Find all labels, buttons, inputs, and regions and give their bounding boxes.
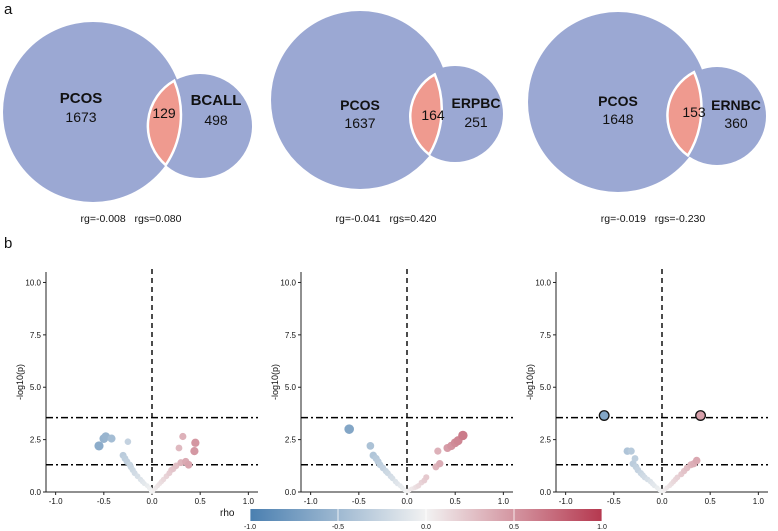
venn-2-set-b-count: 251 [464,114,488,130]
venn-2-set-a-name: PCOS [340,97,380,113]
y-tick-label: 2.5 [540,436,552,445]
venn-2-pcos-circle [271,11,449,189]
panel-b-label: b [4,235,12,252]
x-tick-label: -1.0 [559,497,573,506]
colorbar: rho -1.0 -0.5 0.0 0.5 1.0 [220,508,607,531]
venn-2: PCOS 1637 164 ERPBC 251 rg=-0.041 rgs=0.… [271,11,503,225]
venn-2-overlap [408,72,443,157]
venn-2-set-a-count: 1637 [344,115,375,131]
highlight-point [695,410,706,421]
highlight-point [598,410,610,421]
scatter-point [124,438,132,445]
scatter-point [366,442,375,450]
y-axis-label: -log10(p) [15,364,25,400]
y-tick-label: 5.0 [285,383,297,392]
venn-1-caption: rg=-0.008 rgs=0.080 [81,213,182,225]
venn-1-overlap [146,78,183,167]
venn-1-set-a-count: 1673 [65,109,96,125]
x-tick-label: 0.0 [146,497,158,506]
venn-3-set-a-count: 1648 [602,111,633,127]
venn-3-caption: rg=-0.019 rgs=-0.230 [601,213,706,225]
venn-3-set-b-count: 360 [724,115,748,131]
colorbar-label: rho [220,508,235,519]
x-tick-label: -0.5 [97,497,111,506]
venn-2-set-b-name: ERPBC [451,95,500,111]
venn-3: PCOS 1648 153 ERNBC 360 rg=-0.019 rgs=-0… [528,12,766,225]
x-tick-label: 1.0 [498,497,510,506]
venn-3-overlap-count: 153 [682,104,706,120]
volcano-plot-ernbc: 0.0 2.5 5.0 7.5 10.0 -1.0 -0.5 0.0 0.5 1.0 -log10(… [525,269,768,506]
y-axis-label: -log10(p) [270,364,280,400]
y-tick-label: 7.5 [540,331,552,340]
colorbar-tick-label: 0.0 [421,524,431,531]
scatter-point [458,430,468,441]
scatter-point [434,447,442,455]
scatter-point [344,424,354,434]
scatter-point [175,444,183,452]
scatter-point [627,447,635,455]
x-tick-label: 0.5 [705,497,717,506]
venn-1: PCOS 1673 129 BCALL 498 rg=-0.008 rgs=0.… [3,22,252,225]
y-tick-label: 2.5 [30,436,42,445]
y-tick-label: 10.0 [280,278,296,287]
venn-2-caption: rg=-0.041 rgs=0.420 [336,213,437,225]
y-tick-label: 7.5 [285,331,297,340]
y-tick-label: 7.5 [30,331,42,340]
x-tick-label: 0.5 [450,497,462,506]
scatter-point [631,455,639,462]
colorbar-tick-label: -0.5 [332,524,344,531]
scatter-point [692,456,701,465]
x-tick-label: -1.0 [304,497,318,506]
venn-1-overlap-count: 129 [152,105,176,121]
y-tick-label: 0.0 [30,488,42,497]
y-tick-label: 2.5 [285,436,297,445]
x-tick-label: 1.0 [243,497,255,506]
scatter-point [184,460,193,469]
y-tick-label: 5.0 [30,383,42,392]
scatter-point [436,460,444,468]
y-tick-label: 10.0 [25,278,41,287]
scatter-point [191,438,200,447]
colorbar-tick-label: 0.5 [509,524,519,531]
x-tick-label: 0.5 [195,497,207,506]
venn-1-set-b-name: BCALL [191,92,242,109]
x-tick-label: -0.5 [607,497,621,506]
y-tick-label: 5.0 [540,383,552,392]
volcano-plot-bcall: 0.0 2.5 5.0 7.5 10.0 -1.0 -0.5 0.0 0.5 1.0 -log10(… [15,269,258,506]
colorbar-ticks: -1.0 -0.5 0.0 0.5 1.0 [244,509,607,531]
venn-3-overlap [666,70,703,158]
venn-1-pcos-circle [3,22,183,202]
y-tick-label: 0.0 [285,488,297,497]
y-tick-label: 10.0 [535,278,551,287]
x-tick-label: 0.0 [401,497,413,506]
y-tick-label: 0.0 [540,488,552,497]
colorbar-tick-label: 1.0 [597,524,607,531]
x-tick-label: -0.5 [352,497,366,506]
venn-3-set-a-name: PCOS [598,93,638,109]
scatter-point [172,462,180,470]
x-tick-label: 0.0 [656,497,668,506]
scatter-point [107,434,116,443]
venn-3-pcos-circle [528,12,708,192]
venn-2-overlap-count: 164 [421,107,445,123]
y-axis-label: -log10(p) [525,364,535,400]
x-tick-label: -1.0 [49,497,63,506]
x-tick-label: 1.0 [753,497,765,506]
scatter-point [423,474,430,481]
scatter-point [179,432,187,441]
scatter-point [190,447,199,456]
panel-a-label: a [4,1,13,18]
venn-1-set-b-count: 498 [204,112,228,128]
volcano-plot-erpbc: 0.0 2.5 5.0 7.5 10.0 -1.0 -0.5 0.0 0.5 1.0 -log10(… [270,269,513,506]
colorbar-tick-label: -1.0 [244,524,256,531]
venn-1-set-a-name: PCOS [60,90,103,107]
scatter-point [94,441,104,451]
venn-3-set-b-name: ERNBC [711,97,761,113]
